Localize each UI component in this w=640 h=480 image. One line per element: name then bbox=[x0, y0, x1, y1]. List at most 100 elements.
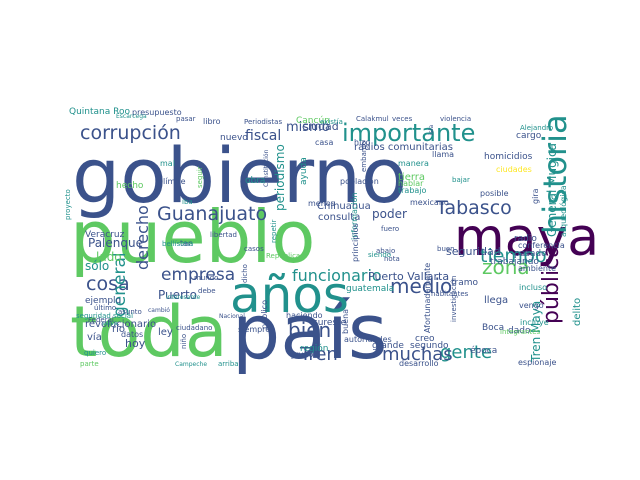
cloud-word: corrupción bbox=[80, 122, 181, 144]
cloud-word: ciudad bbox=[302, 120, 339, 133]
cloud-word: integrantes bbox=[500, 328, 541, 336]
cloud-word: ambiente bbox=[518, 264, 556, 273]
cloud-word: empresa bbox=[161, 265, 235, 285]
cloud-word: pública bbox=[539, 244, 564, 324]
cloud-word: mexicano bbox=[410, 198, 449, 207]
cloud-word: pueblo bbox=[70, 195, 315, 279]
cloud-word: zona bbox=[482, 255, 530, 279]
cloud-word: isla bbox=[428, 125, 435, 135]
cloud-word: mundo bbox=[194, 274, 218, 282]
cloud-word: mismo bbox=[286, 120, 330, 135]
cloud-word: autoridades bbox=[344, 335, 392, 344]
cloud-word: bajar bbox=[452, 176, 470, 184]
cloud-word: Alejandro bbox=[520, 124, 553, 132]
cloud-word: poder bbox=[372, 207, 407, 221]
cloud-word: violencia bbox=[440, 115, 471, 123]
cloud-word: sólo bbox=[85, 259, 109, 273]
cloud-word: cosa bbox=[86, 273, 130, 295]
cloud-word: límite bbox=[163, 177, 186, 186]
cloud-word: Calakmul bbox=[356, 115, 389, 123]
cloud-word: años bbox=[230, 266, 349, 324]
cloud-word: pasado bbox=[514, 249, 547, 259]
cloud-word: desarrollo bbox=[399, 359, 439, 368]
cloud-word: Escárcega bbox=[116, 113, 147, 120]
cloud-word: ley bbox=[158, 327, 173, 338]
cloud-word: Chihuahua bbox=[317, 201, 371, 212]
cloud-word: obra bbox=[245, 176, 265, 186]
cloud-word: seguir bbox=[196, 166, 204, 188]
cloud-word: seguridad social bbox=[76, 312, 133, 320]
cloud-word: tramo bbox=[451, 278, 479, 288]
cloud-word: mal bbox=[160, 159, 175, 168]
cloud-word: principios bbox=[351, 223, 360, 262]
cloud-word: libro bbox=[203, 117, 221, 126]
cloud-word: pasar bbox=[176, 115, 196, 123]
cloud-word: lado bbox=[96, 250, 122, 264]
cloud-word: hoy bbox=[125, 337, 146, 350]
cloud-word: nuevo bbox=[220, 133, 248, 143]
cloud-word: proyecto bbox=[64, 189, 72, 220]
cloud-word: general bbox=[110, 252, 130, 317]
cloud-word: debe bbox=[198, 287, 216, 295]
cloud-word: población bbox=[340, 176, 379, 186]
cloud-word: vengo bbox=[519, 301, 544, 310]
cloud-word: grande bbox=[372, 341, 404, 351]
cloud-word: trabajo bbox=[398, 186, 427, 195]
cloud-word: buen bbox=[437, 245, 455, 253]
cloud-word: historia bbox=[536, 114, 574, 234]
cloud-word: Periodistas bbox=[244, 118, 282, 126]
cloud-word: Federal bbox=[88, 316, 114, 324]
cloud-word: tierra bbox=[398, 172, 425, 183]
cloud-word: grupo bbox=[290, 350, 314, 359]
cloud-word: Boca bbox=[482, 323, 504, 333]
cloud-word: iba bbox=[182, 198, 193, 206]
cloud-word: vía bbox=[87, 331, 102, 343]
cloud-word: Cancún bbox=[296, 116, 330, 126]
cloud-word: incluso bbox=[519, 283, 547, 292]
cloud-word: ciudadano bbox=[176, 324, 212, 332]
cloud-word: río bbox=[112, 323, 125, 335]
cloud-word: manera bbox=[398, 159, 429, 168]
cloud-word: Veracruz bbox=[85, 230, 125, 240]
cloud-word: quiero bbox=[84, 349, 106, 357]
cloud-word: último bbox=[94, 304, 116, 312]
cloud-word: llega bbox=[484, 295, 508, 306]
cloud-word: menos bbox=[308, 199, 335, 208]
cloud-word: República bbox=[266, 252, 300, 260]
cloud-word: siendo bbox=[368, 251, 391, 259]
cloud-word: revolucionario bbox=[85, 319, 156, 330]
cloud-word: homicidios bbox=[484, 152, 533, 162]
cloud-word: funcionario bbox=[292, 266, 382, 285]
cloud-word: delito bbox=[572, 298, 583, 326]
cloud-word: casos bbox=[244, 245, 264, 253]
cloud-word: muchas bbox=[382, 344, 453, 365]
cloud-word: periodismo bbox=[273, 144, 287, 211]
cloud-word: existía bbox=[320, 118, 343, 126]
cloud-word: cargo bbox=[516, 131, 542, 141]
cloud-word: Afortunadamente bbox=[423, 263, 432, 333]
cloud-word: segundo bbox=[410, 341, 449, 351]
cloud-word: libertad bbox=[210, 231, 237, 239]
cloud-word: buena bbox=[341, 309, 350, 334]
cloud-word: región bbox=[300, 343, 328, 354]
cloud-word: público bbox=[260, 300, 269, 329]
cloud-word: creo bbox=[415, 334, 435, 344]
cloud-word: investigación bbox=[450, 276, 458, 322]
cloud-word: país bbox=[232, 287, 388, 376]
cloud-word: incluye bbox=[520, 318, 549, 327]
cloud-word: nota bbox=[384, 255, 400, 263]
cloud-word: radios comunitarias bbox=[354, 142, 453, 153]
cloud-word: asunto bbox=[118, 308, 142, 316]
cloud-word: Tren Maya bbox=[529, 301, 543, 363]
cloud-word: época bbox=[470, 345, 497, 356]
cloud-word: dicho bbox=[241, 264, 249, 283]
cloud-word: hecho bbox=[116, 181, 144, 191]
cloud-word: llama bbox=[432, 150, 454, 159]
cloud-word: Constitución bbox=[263, 149, 270, 187]
cloud-word: selva bbox=[102, 320, 118, 327]
cloud-word: embargo bbox=[360, 141, 368, 172]
cloud-word: Puerto bbox=[158, 288, 197, 302]
cloud-word: espionaje bbox=[518, 358, 556, 367]
cloud-word: abajo bbox=[376, 247, 395, 255]
